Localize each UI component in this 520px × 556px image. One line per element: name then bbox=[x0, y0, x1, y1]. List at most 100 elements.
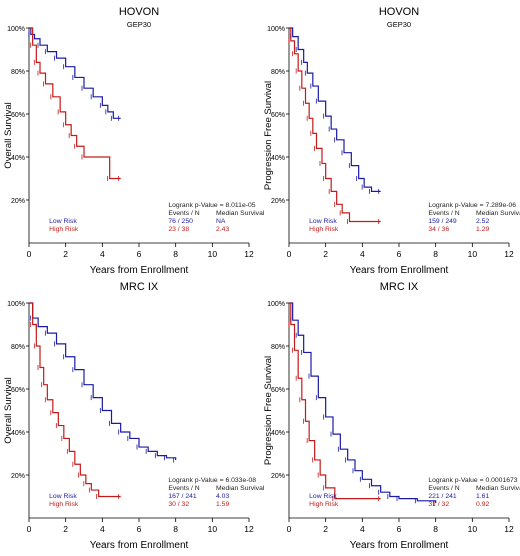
legend-label: Low Risk bbox=[309, 493, 337, 500]
logrank-text: Logrank p-Value = 6.033e-08 bbox=[168, 477, 256, 484]
y-tick-label: 60% bbox=[11, 112, 25, 119]
x-tick-label: 6 bbox=[137, 249, 142, 259]
median-value: 0.92 bbox=[476, 501, 489, 508]
y-tick-label: 20% bbox=[271, 473, 285, 480]
y-tick-label: 80% bbox=[271, 344, 285, 351]
series-line-high-risk bbox=[289, 27, 381, 223]
chart-title: HOVON bbox=[119, 6, 159, 18]
series-line-high-risk bbox=[29, 27, 121, 180]
legend-label: High Risk bbox=[49, 501, 79, 508]
y-tick-label: 100% bbox=[267, 26, 285, 33]
legend-label: Low Risk bbox=[309, 218, 337, 225]
chart-panel-4: MRC IX 0 2 4 6 8 10 12 20% 40% 60% 80% 100% Years fro… bbox=[263, 281, 520, 551]
x-axis-label: Years from Enrollment bbox=[350, 265, 449, 276]
series-line-high-risk bbox=[289, 302, 381, 500]
series-line-low-risk bbox=[289, 302, 437, 503]
legend-label: Low Risk bbox=[49, 493, 77, 500]
median-value: 2.43 bbox=[216, 226, 229, 233]
events-header: Events / N bbox=[168, 485, 199, 492]
y-tick-label: 100% bbox=[7, 301, 25, 308]
y-axis-label: Overall Survival bbox=[3, 377, 14, 444]
series-line-high-risk bbox=[29, 302, 121, 498]
y-tick-label: 80% bbox=[271, 69, 285, 76]
x-tick-label: 2 bbox=[63, 249, 68, 259]
x-tick-label: 8 bbox=[433, 524, 438, 534]
x-tick-label: 8 bbox=[173, 524, 178, 534]
events-value: 221 / 241 bbox=[428, 493, 457, 500]
median-value: 2.52 bbox=[476, 218, 489, 225]
legend-label: High Risk bbox=[309, 226, 339, 233]
y-tick-label: 60% bbox=[271, 112, 285, 119]
x-tick-label: 12 bbox=[244, 249, 254, 259]
median-value: 1.61 bbox=[476, 493, 489, 500]
x-tick-label: 4 bbox=[100, 524, 105, 534]
chart-subtitle: GEP30 bbox=[387, 20, 411, 29]
legend-label: High Risk bbox=[49, 226, 79, 233]
chart-panel-3: MRC IX 0 2 4 6 8 10 12 20% 40% 60% 80% 100% Years fro… bbox=[3, 281, 265, 551]
chart-panel-1: HOVON GEP30 0 2 4 6 8 10 12 20% 40% 60% 80% 100% Years… bbox=[3, 6, 265, 276]
x-tick-label: 8 bbox=[173, 249, 178, 259]
events-header: Events / N bbox=[168, 210, 199, 217]
x-tick-label: 12 bbox=[504, 249, 514, 259]
x-tick-label: 2 bbox=[323, 524, 328, 534]
median-value: 4.03 bbox=[216, 493, 229, 500]
y-tick-label: 80% bbox=[11, 69, 25, 76]
events-header: Events / N bbox=[428, 485, 459, 492]
x-axis-label: Years from Enrollment bbox=[350, 540, 449, 551]
logrank-text: Logrank p-Value = 0.0001673 bbox=[428, 477, 517, 484]
x-axis-label: Years from Enrollment bbox=[90, 265, 189, 276]
y-axis-label: Progression Free Survival bbox=[263, 356, 274, 465]
x-tick-label: 0 bbox=[287, 249, 292, 259]
logrank-text: Logrank p-Value = 8.011e-05 bbox=[168, 202, 255, 209]
x-tick-label: 12 bbox=[244, 524, 254, 534]
x-tick-label: 4 bbox=[100, 249, 105, 259]
x-tick-label: 4 bbox=[360, 249, 365, 259]
y-tick-label: 40% bbox=[271, 430, 285, 437]
x-tick-label: 2 bbox=[63, 524, 68, 534]
y-tick-label: 40% bbox=[11, 430, 25, 437]
legend-label: Low Risk bbox=[49, 218, 77, 225]
series-line-low-risk bbox=[29, 27, 121, 119]
events-value: 167 / 241 bbox=[168, 493, 197, 500]
x-tick-label: 6 bbox=[397, 249, 402, 259]
legend-label: High Risk bbox=[309, 501, 339, 508]
median-value: 1.59 bbox=[216, 501, 229, 508]
x-tick-label: 4 bbox=[360, 524, 365, 534]
y-tick-label: 80% bbox=[11, 344, 25, 351]
x-tick-label: 0 bbox=[27, 524, 32, 534]
y-tick-label: 60% bbox=[271, 387, 285, 394]
chart-title: MRC IX bbox=[380, 281, 419, 293]
median-value: 1.29 bbox=[476, 226, 489, 233]
x-tick-label: 12 bbox=[504, 524, 514, 534]
chart-title: HOVON bbox=[379, 6, 419, 18]
median-header: Median Survival bbox=[476, 485, 520, 492]
x-tick-label: 2 bbox=[323, 249, 328, 259]
x-axis-label: Years from Enrollment bbox=[90, 540, 189, 551]
events-value: 31 / 32 bbox=[428, 501, 449, 508]
events-value: 159 / 249 bbox=[428, 218, 457, 225]
y-tick-label: 100% bbox=[267, 301, 285, 308]
y-tick-label: 20% bbox=[11, 198, 25, 205]
events-header: Events / N bbox=[428, 210, 459, 217]
median-value: NA bbox=[216, 218, 226, 225]
x-tick-label: 0 bbox=[27, 249, 32, 259]
chart-panel-2: HOVON GEP30 0 2 4 6 8 10 12 20% 40% 60% 80% 100% Years… bbox=[263, 6, 520, 276]
x-tick-label: 10 bbox=[468, 524, 478, 534]
y-axis-label: Progression Free Survival bbox=[263, 81, 274, 190]
y-tick-label: 40% bbox=[11, 155, 25, 162]
x-tick-label: 10 bbox=[468, 249, 478, 259]
y-axis-label: Overall Survival bbox=[3, 102, 14, 169]
events-value: 30 / 32 bbox=[168, 501, 189, 508]
y-tick-label: 20% bbox=[271, 198, 285, 205]
x-tick-label: 6 bbox=[397, 524, 402, 534]
events-value: 34 / 36 bbox=[428, 226, 449, 233]
y-tick-label: 20% bbox=[11, 473, 25, 480]
events-value: 76 / 250 bbox=[168, 218, 193, 225]
logrank-text: Logrank p-Value = 7.289e-06 bbox=[428, 202, 516, 209]
x-tick-label: 10 bbox=[208, 249, 218, 259]
x-tick-label: 6 bbox=[137, 524, 142, 534]
y-tick-label: 40% bbox=[271, 155, 285, 162]
x-tick-label: 8 bbox=[433, 249, 438, 259]
chart-subtitle: GEP30 bbox=[127, 20, 151, 29]
events-value: 23 / 38 bbox=[168, 226, 189, 233]
